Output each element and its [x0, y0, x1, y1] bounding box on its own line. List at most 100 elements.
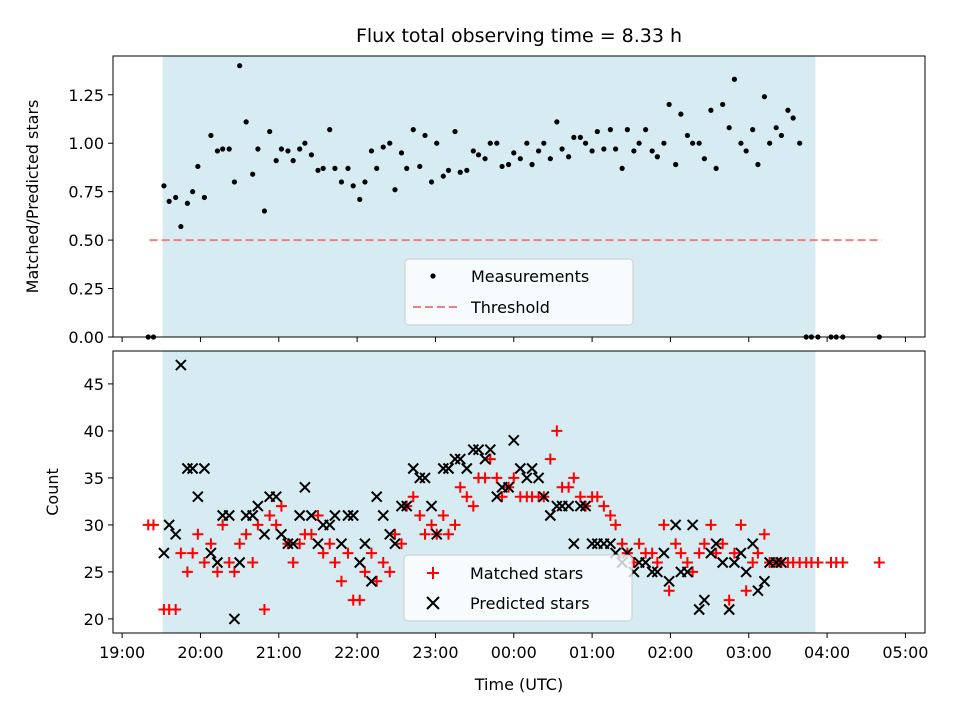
predicted-star-point — [252, 500, 264, 512]
measurement-point — [297, 146, 303, 152]
matched-star-point — [479, 472, 491, 484]
matched-star-point — [687, 566, 699, 578]
measurement-point — [398, 150, 405, 156]
measurement-point — [554, 119, 560, 125]
measurement-point — [654, 154, 660, 160]
matched-star-point — [443, 528, 455, 540]
predicted-star-point — [752, 584, 764, 597]
measurement-point — [357, 196, 363, 203]
measurement-point — [178, 223, 184, 230]
matched-star-point — [604, 510, 616, 521]
predicted-star-point — [437, 462, 449, 475]
measurements-series — [145, 63, 882, 340]
measurement-point — [738, 140, 744, 146]
matched-star-point — [234, 538, 246, 550]
matched-star-point — [317, 547, 329, 559]
matched-star-point — [217, 519, 229, 531]
predicted-star-point — [312, 537, 324, 550]
predicted-star-point — [681, 566, 694, 578]
predicted-star-point — [698, 594, 711, 606]
legend-predicted-label: Predicted stars — [470, 594, 590, 613]
matched-star-point — [454, 481, 466, 493]
matched-star-point — [384, 566, 396, 578]
x-axis-label: Time (UTC) — [474, 675, 563, 694]
matched-star-point — [747, 557, 759, 568]
measurement-point — [524, 140, 530, 146]
measurement-point — [487, 140, 493, 146]
legend-measurements-label: Measurements — [471, 267, 589, 286]
measurement-point — [607, 127, 613, 133]
matched-star-point — [170, 604, 182, 615]
matched-star-point — [693, 547, 705, 559]
matched-star-point — [551, 425, 563, 437]
measurement-point — [195, 163, 201, 170]
predicted-star-point — [508, 434, 520, 447]
predicted-star-point — [384, 528, 396, 541]
measurement-point — [571, 134, 577, 140]
matched-star-point — [294, 538, 306, 550]
predicted-star-point — [538, 490, 550, 503]
matched-stars-series — [142, 425, 885, 615]
count-panel: 20 25 30 35 40 45 19:00 20:00 21:00 22:00 23:00 00… — [43, 351, 928, 694]
predicted-star-point — [282, 537, 294, 550]
predicted-star-point — [651, 566, 664, 578]
predicted-star-point — [395, 500, 408, 512]
measurement-point — [320, 165, 326, 171]
measurement-point — [601, 146, 607, 152]
matched-star-point — [247, 557, 259, 568]
predicted-star-point — [663, 575, 675, 588]
measurement-point — [392, 187, 398, 193]
matched-star-point — [675, 547, 687, 559]
predicted-star-point — [746, 537, 759, 550]
measurement-point — [755, 161, 761, 168]
matched-star-point — [752, 547, 764, 559]
count-x-tick-label: 01:00 — [569, 643, 615, 662]
measurement-point — [773, 125, 779, 131]
measurement-point — [785, 107, 791, 113]
matched-star-point — [335, 575, 347, 587]
measurement-point — [678, 111, 684, 117]
predicted-star-point — [728, 556, 741, 569]
measurement-point — [404, 165, 410, 171]
measurement-point — [778, 132, 784, 139]
predicted-star-point — [646, 566, 658, 578]
predicted-star-point — [425, 500, 438, 512]
count-x-tick-label: 22:00 — [334, 643, 380, 662]
predicted-star-point — [449, 453, 461, 465]
count-x-tick-label: 20:00 — [177, 643, 223, 662]
measurement-point — [250, 171, 256, 177]
measurement-point — [434, 140, 440, 146]
measurement-point — [643, 127, 649, 133]
measurement-point — [499, 163, 505, 170]
matched-star-point — [270, 519, 282, 531]
measurement-point — [559, 146, 565, 152]
measurement-point — [231, 179, 238, 185]
matched-star-point — [371, 575, 383, 587]
measurement-point — [220, 146, 226, 152]
matched-star-point — [758, 528, 770, 540]
measurement-point — [475, 152, 482, 158]
ratio-axes-frame — [112, 55, 926, 338]
predicted-star-point — [454, 453, 466, 465]
predicted-star-point — [770, 556, 782, 569]
predicted-star-point — [479, 453, 491, 465]
ratio-y-tick-label: 0.25 — [68, 280, 104, 299]
measurement-point — [417, 163, 423, 170]
predicted-star-point — [329, 509, 341, 522]
matched-star-point — [365, 547, 377, 559]
measurement-point — [208, 132, 214, 139]
count-y-tick-label: 40 — [84, 422, 104, 441]
predicted-star-point — [175, 359, 187, 371]
matched-star-point — [147, 519, 159, 531]
count-x-ticks: 19:00 20:00 21:00 22:00 23:00 00:00 01:00 02:00… — [99, 633, 928, 662]
measurement-point — [708, 107, 714, 113]
matched-star-point — [437, 510, 449, 521]
matched-star-point — [198, 557, 210, 568]
matched-star-point — [414, 510, 426, 521]
predicted-star-point — [491, 490, 503, 503]
matched-star-point — [508, 472, 520, 484]
predicted-star-point — [419, 472, 431, 484]
measurement-point — [184, 200, 191, 206]
predicted-star-point — [716, 556, 729, 569]
predicted-star-point — [775, 556, 788, 569]
